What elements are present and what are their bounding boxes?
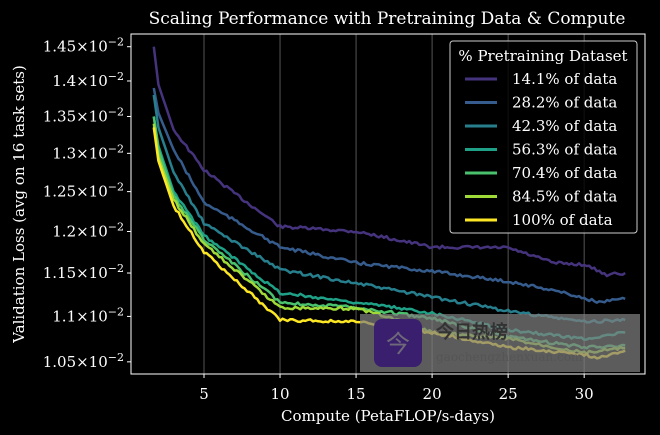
legend-label: 84.5% of data bbox=[512, 188, 617, 206]
y-tick-label: 1.25×10−2 bbox=[43, 181, 124, 201]
y-axis-label: Validation Loss (avg on 16 task sets) bbox=[10, 65, 28, 344]
y-tick-label: 1.1×10−2 bbox=[52, 305, 124, 325]
legend-label: 70.4% of data bbox=[512, 164, 617, 182]
watermark-logo-icon bbox=[374, 319, 422, 367]
y-tick-label: 1.2×10−2 bbox=[52, 220, 124, 240]
legend-label: 28.2% of data bbox=[512, 94, 617, 112]
x-tick-label: 5 bbox=[199, 385, 209, 403]
x-tick-label: 20 bbox=[423, 385, 442, 403]
legend-label: 100% of data bbox=[512, 211, 613, 229]
legend-box bbox=[449, 40, 638, 234]
x-tick-label: 25 bbox=[499, 385, 518, 403]
watermark: 今 今日热榜 gaochengzhenxuan.com bbox=[360, 314, 640, 372]
series-line bbox=[152, 46, 626, 278]
legend-label: 14.1% of data bbox=[512, 70, 617, 88]
x-axis-label: Compute (PetaFLOP/s-days) bbox=[281, 407, 495, 425]
legend-title: % Pretraining Dataset bbox=[458, 47, 627, 65]
y-tick-label: 1.35×10−2 bbox=[43, 105, 124, 125]
watermark-url: gaochengzhenxuan.com bbox=[436, 350, 583, 364]
chart-title: Scaling Performance with Pretraining Dat… bbox=[149, 9, 626, 29]
series-line bbox=[152, 87, 626, 304]
y-tick-label: 1.15×10−2 bbox=[43, 262, 124, 282]
y-axis: 1.05×10−2 1.1×10−2 1.15×10−2 1.2×10−2 1.25×1… bbox=[43, 36, 131, 371]
legend: % Pretraining Dataset 14.1% of data 28.2%… bbox=[449, 40, 638, 234]
x-tick-label: 30 bbox=[575, 385, 594, 403]
legend-label: 42.3% of data bbox=[512, 117, 617, 135]
y-tick-label: 1.05×10−2 bbox=[43, 351, 124, 371]
x-tick-label: 15 bbox=[347, 385, 366, 403]
y-tick-label: 1.4×10−2 bbox=[52, 70, 124, 90]
plot-frame bbox=[130, 33, 646, 375]
x-tick-label: 10 bbox=[270, 385, 289, 403]
x-axis: 5 10 15 20 25 30 bbox=[199, 374, 594, 403]
watermark-logo-glyph: 今 bbox=[386, 330, 410, 358]
watermark-title: 今日热榜 bbox=[436, 321, 508, 343]
y-tick-label: 1.45×10−2 bbox=[43, 36, 124, 56]
y-tick-label: 1.3×10−2 bbox=[52, 142, 124, 162]
legend-label: 56.3% of data bbox=[512, 141, 617, 159]
